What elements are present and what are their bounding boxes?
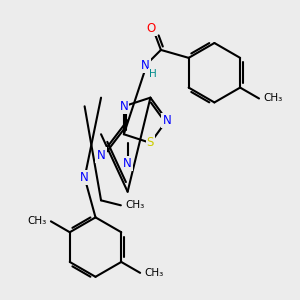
Text: CH₃: CH₃ xyxy=(28,216,47,226)
Text: N: N xyxy=(80,171,89,184)
Text: O: O xyxy=(146,22,156,34)
Text: N: N xyxy=(141,59,149,72)
Text: CH₃: CH₃ xyxy=(144,268,163,278)
Text: S: S xyxy=(147,136,154,149)
Text: CH₃: CH₃ xyxy=(126,200,145,210)
Text: CH₃: CH₃ xyxy=(263,94,282,103)
Text: N: N xyxy=(119,100,128,113)
Text: N: N xyxy=(123,157,132,170)
Text: N: N xyxy=(163,114,171,127)
Text: H: H xyxy=(149,69,157,79)
Text: N: N xyxy=(97,148,105,162)
